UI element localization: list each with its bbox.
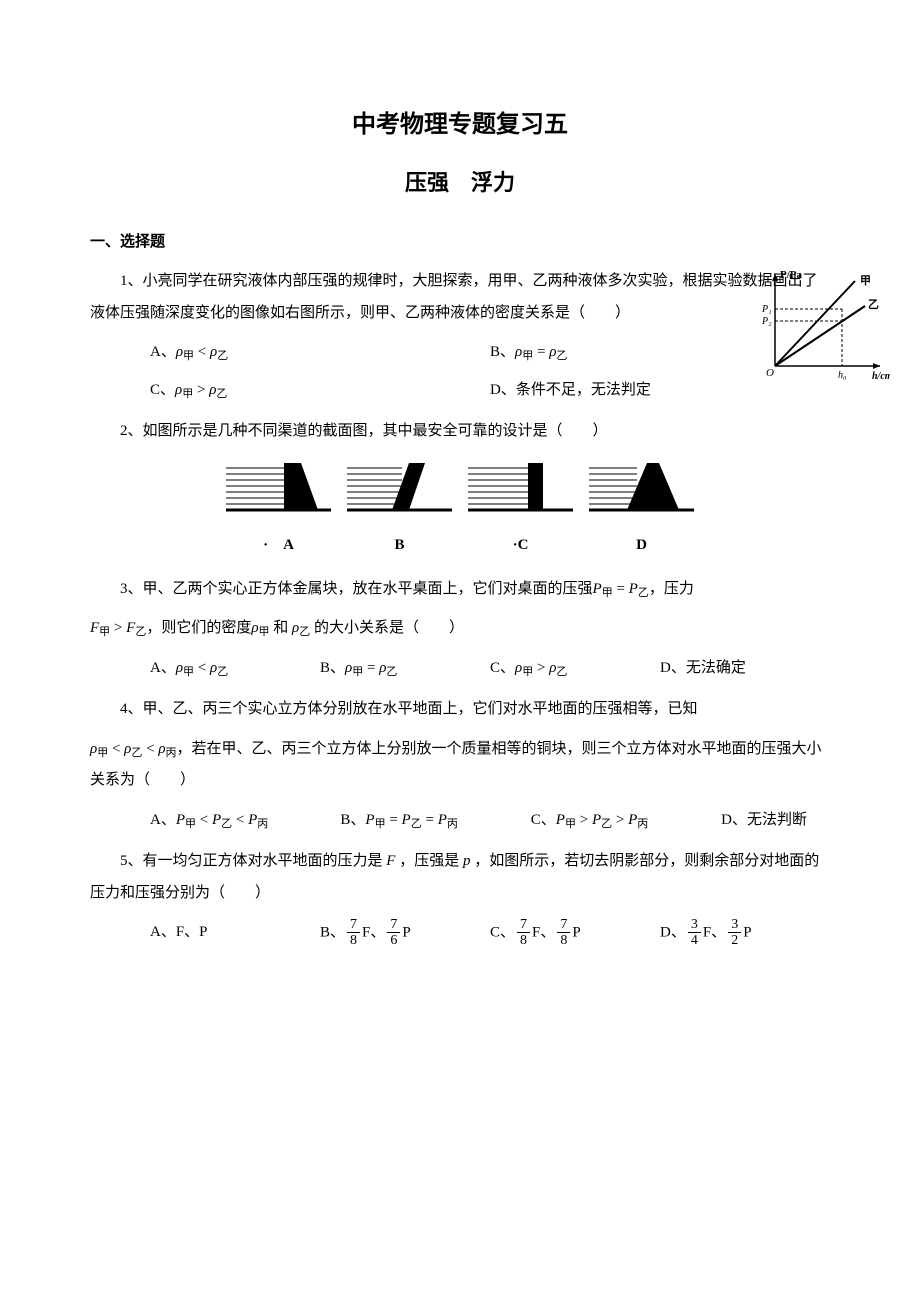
q5-opt-a: A、F、P bbox=[150, 917, 320, 949]
q2-label-b: B bbox=[347, 530, 452, 562]
q1-options: A、ρ甲 < ρ乙 B、ρ甲 = ρ乙 C、ρ甲 > ρ乙 D、条件不足，无法判… bbox=[150, 337, 830, 406]
q4-options: A、P甲 < P乙 < P丙 B、P甲 = P乙 = P丙 C、P甲 > P乙 … bbox=[150, 805, 830, 837]
q5-opt-b: B、78F、76P bbox=[320, 917, 490, 949]
q3-opt-a: A、ρ甲 < ρ乙 bbox=[150, 653, 320, 685]
q3-opt-c: C、ρ甲 > ρ乙 bbox=[490, 653, 660, 685]
q3-options: A、ρ甲 < ρ乙 B、ρ甲 = ρ乙 C、ρ甲 > ρ乙 D、无法确定 bbox=[150, 653, 830, 685]
q2-diagram-a: · A bbox=[226, 458, 331, 562]
q2-diagram-c: ·C bbox=[468, 458, 573, 562]
q2-label-c: ·C bbox=[468, 530, 573, 562]
chart-p1: P₁ bbox=[761, 304, 772, 315]
q2-diagram-b: B bbox=[347, 458, 452, 562]
q3-text: 3、甲、乙两个实心正方体金属块，放在水平桌面上，它们对桌面的压强P甲 = P乙，… bbox=[90, 574, 830, 606]
q1-text: 1、小亮同学在研究液体内部压强的规律时，大胆探索，用甲、乙两种液体多次实验，根据… bbox=[90, 266, 830, 329]
chart-p2: P₂ bbox=[761, 316, 772, 327]
chart-line1-label: 甲 bbox=[860, 274, 871, 287]
chart-xlabel: h/cm bbox=[872, 371, 890, 381]
q5-opt-c: C、78F、78P bbox=[490, 917, 660, 949]
chart-origin: O bbox=[766, 367, 774, 379]
page-subtitle: 压强 浮力 bbox=[90, 160, 830, 206]
q1-opt-c: C、ρ甲 > ρ乙 bbox=[150, 375, 490, 407]
q5-opt-d: D、34F、32P bbox=[660, 917, 830, 949]
q5-options: A、F、P B、78F、76P C、78F、78P D、34F、32P bbox=[150, 917, 830, 949]
question-1: P/Pa 甲 乙 P₁ P₂ h/cm O h₀ 1、小亮同学在研究液体内部压强… bbox=[90, 266, 830, 406]
q3-opt-b: B、ρ甲 = ρ乙 bbox=[320, 653, 490, 685]
q4-opt-a: A、P甲 < P乙 < P丙 bbox=[150, 805, 340, 837]
chart-h0: h₀ bbox=[838, 370, 847, 381]
chart-line2-label: 乙 bbox=[868, 298, 879, 311]
q2-diagrams: · A B ·C D bbox=[90, 458, 830, 562]
q4-text: 4、甲、乙、丙三个实心立方体分别放在水平地面上，它们对水平地面的压强相等，已知 bbox=[90, 694, 830, 726]
q3-text-cont: F甲 > F乙，则它们的密度ρ甲 和 ρ乙 的大小关系是（ ） bbox=[90, 613, 830, 645]
q4-text-cont: ρ甲 < ρ乙 < ρ丙，若在甲、乙、丙三个立方体上分别放一个质量相等的铜块，则… bbox=[90, 734, 830, 797]
chart-ylabel: P/Pa bbox=[780, 269, 802, 281]
q2-label-a: · A bbox=[226, 530, 331, 562]
q2-label-d: D bbox=[589, 530, 694, 562]
q5-text: 5、有一均匀正方体对水平地面的压力是 F ，压强是 p ，如图所示，若切去阴影部… bbox=[90, 846, 830, 909]
q1-opt-a: A、ρ甲 < ρ乙 bbox=[150, 337, 490, 369]
q2-text: 2、如图所示是几种不同渠道的截面图，其中最安全可靠的设计是（ ） bbox=[90, 416, 830, 448]
page-title: 中考物理专题复习五 bbox=[90, 100, 830, 150]
q1-chart: P/Pa 甲 乙 P₁ P₂ h/cm O h₀ bbox=[760, 266, 890, 381]
q3-opt-d: D、无法确定 bbox=[660, 653, 830, 685]
q4-opt-b: B、P甲 = P乙 = P丙 bbox=[340, 805, 530, 837]
q2-diagram-d: D bbox=[589, 458, 694, 562]
q4-opt-d: D、无法判断 bbox=[721, 805, 830, 837]
q4-opt-c: C、P甲 > P乙 > P丙 bbox=[531, 805, 721, 837]
section-header: 一、选择题 bbox=[90, 227, 830, 259]
